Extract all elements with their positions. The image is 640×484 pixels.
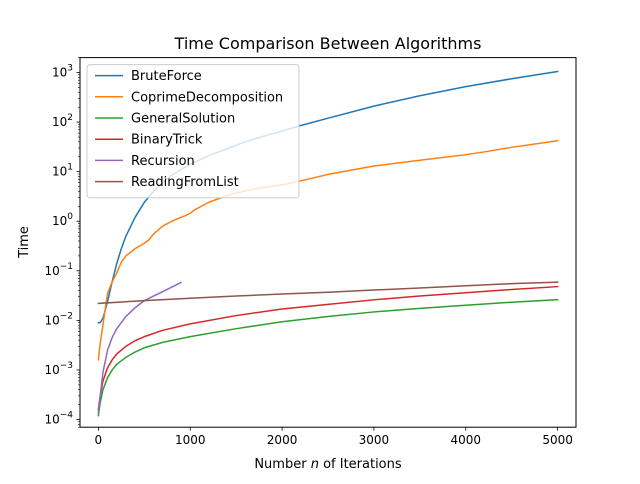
legend-label: BruteForce xyxy=(131,69,202,84)
y-tick-label: 10−1 xyxy=(44,262,73,278)
legend-box xyxy=(86,64,300,199)
y-tick-label: 103 xyxy=(52,64,73,80)
legend-label: Recursion xyxy=(131,154,195,169)
y-tick-base: 10 xyxy=(44,413,59,427)
y-tick-label: 10−3 xyxy=(44,361,73,377)
y-tick-exponent: −2 xyxy=(60,311,73,321)
y-tick-base: 10 xyxy=(52,66,67,80)
x-tick-label: 1000 xyxy=(175,433,206,447)
x-tick-label: 0 xyxy=(95,433,103,447)
legend-label: BinaryTrick xyxy=(131,133,203,148)
x-tick-label: 3000 xyxy=(359,433,390,447)
y-tick-exponent: −4 xyxy=(60,411,74,421)
series-line-generalsolution xyxy=(97,298,559,417)
y-tick-exponent: −1 xyxy=(60,262,73,272)
y-tick-base: 10 xyxy=(44,363,59,377)
series-line-binarytrick xyxy=(97,285,559,411)
x-tick-label: 5000 xyxy=(542,433,573,447)
y-tick-exponent: 3 xyxy=(67,64,73,74)
series-line-recursion xyxy=(97,281,183,414)
y-tick-exponent: 0 xyxy=(67,212,73,222)
legend-label: ReadingFromList xyxy=(131,175,239,190)
y-tick-label: 102 xyxy=(52,113,73,129)
x-tick-label: 2000 xyxy=(267,433,298,447)
y-tick-base: 10 xyxy=(44,313,59,327)
y-tick-base: 10 xyxy=(52,115,67,129)
chart-title: Time Comparison Between Algorithms xyxy=(174,34,482,53)
x-axis-label: Number n of Iterations xyxy=(254,457,402,472)
series-layer xyxy=(97,70,559,417)
plot-frame xyxy=(79,57,577,428)
x-axis-label-prefix: Number xyxy=(254,457,310,472)
legend-label: CoprimeDecomposition xyxy=(131,90,283,105)
x-tick-label: 4000 xyxy=(451,433,482,447)
series-line-readingfromlist xyxy=(97,281,559,305)
y-tick-exponent: 1 xyxy=(67,163,73,173)
y-tick-base: 10 xyxy=(52,165,67,179)
legend: BruteForce CoprimeDecomposition GeneralSol… xyxy=(86,64,300,199)
x-axis: 0 1000 2000 3000 4000 5000 xyxy=(95,427,573,447)
y-tick-label: 101 xyxy=(52,163,73,179)
y-tick-label: 10−2 xyxy=(44,311,73,327)
x-axis-label-suffix: of Iterations xyxy=(319,457,402,472)
y-axis-label: Time xyxy=(17,226,32,259)
y-tick-exponent: 2 xyxy=(67,113,73,123)
y-tick-base: 10 xyxy=(52,214,67,228)
x-axis-label-variable: n xyxy=(311,457,319,472)
series-line-coprimedecomposition xyxy=(97,139,559,361)
y-tick-label: 10−4 xyxy=(44,411,73,427)
legend-label: GeneralSolution xyxy=(131,112,235,127)
y-tick-exponent: −3 xyxy=(60,361,73,371)
y-tick-label: 100 xyxy=(52,212,73,228)
y-tick-base: 10 xyxy=(44,264,59,278)
